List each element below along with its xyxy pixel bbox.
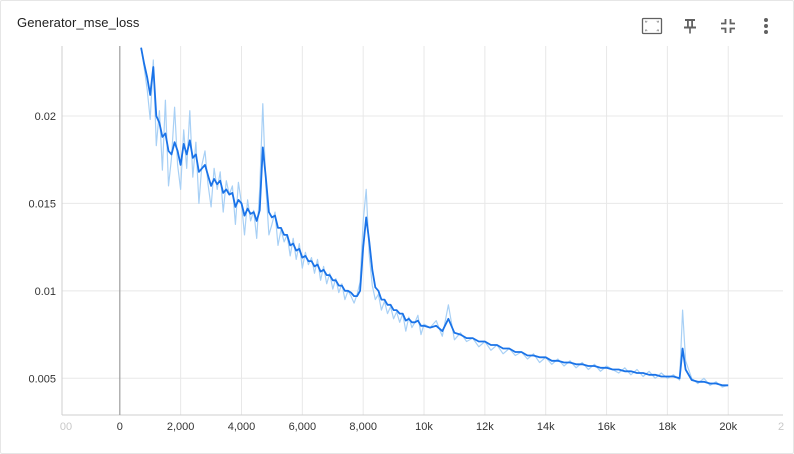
chart-title: Generator_mse_loss — [17, 15, 140, 30]
chart-toolbar — [633, 13, 785, 39]
fit-domain-icon — [641, 17, 663, 35]
collapse-button[interactable] — [709, 13, 747, 39]
smoothed-series-line — [140, 47, 729, 387]
pin-button[interactable] — [671, 13, 709, 39]
x-tick-label: 2 — [778, 421, 784, 433]
series-layer — [140, 47, 729, 388]
x-tick-label: 14k — [537, 421, 555, 433]
x-tick-label: 6,000 — [289, 421, 317, 433]
y-tick-label: 0.005 — [28, 373, 56, 385]
pin-icon — [684, 19, 696, 34]
x-tick-label: 18k — [659, 421, 677, 433]
x-tick-label: 8,000 — [349, 421, 377, 433]
x-tick-label: 12k — [476, 421, 494, 433]
x-tick-label: 2,000 — [167, 421, 195, 433]
fit-domain-button[interactable] — [633, 13, 671, 39]
x-tick-label: 0 — [117, 421, 123, 433]
y-tick-label: 0.02 — [35, 111, 56, 123]
x-tick-label: 10k — [415, 421, 433, 433]
more-vert-icon — [764, 18, 768, 34]
x-tick-label: 16k — [598, 421, 616, 433]
x-tick-label: 20k — [719, 421, 737, 433]
grid — [62, 46, 783, 415]
tick-labels: 00 0 2,000 4,000 6,000 8,000 10k 12k 14k 16k 18k 20… — [28, 111, 784, 433]
x-tick-label: 00 — [60, 421, 72, 433]
y-tick-label: 0.015 — [28, 198, 56, 210]
axes — [61, 46, 783, 416]
y-tick-label: 0.01 — [35, 286, 56, 298]
x-tick-label: 4,000 — [228, 421, 256, 433]
collapse-icon — [721, 19, 735, 33]
raw-series-line — [140, 47, 729, 388]
more-options-button[interactable] — [747, 13, 785, 39]
